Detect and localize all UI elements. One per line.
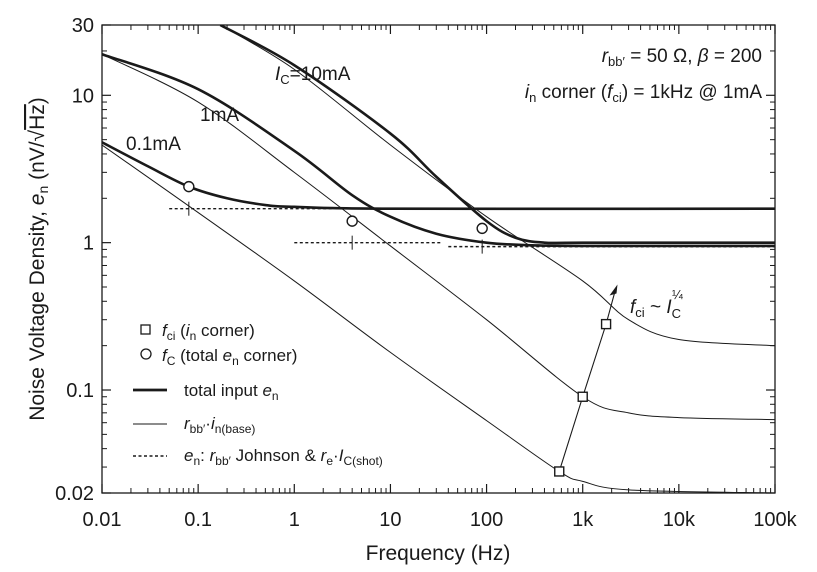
fci-scaling-label: fci ~ IC¼ bbox=[630, 287, 683, 321]
marker-group bbox=[183, 180, 618, 477]
param-line-1: rbb′ = 50 Ω, β = 200 bbox=[602, 46, 762, 69]
series-thick-line bbox=[102, 141, 775, 211]
curve-label-1mA: 1mA bbox=[200, 105, 239, 126]
x-tick-label: 0.1 bbox=[184, 509, 212, 531]
y-tick-label: 30 bbox=[72, 15, 94, 37]
fci-corner-marker bbox=[554, 466, 565, 477]
fc-corner-marker bbox=[183, 180, 195, 193]
legend-entry-fci: fci (in corner) bbox=[162, 321, 255, 343]
legend: fci (in corner) fC (total en corner) tot… bbox=[133, 321, 383, 468]
param-line-2: in corner (fci) = 1kHz @ 1mA bbox=[525, 82, 762, 105]
x-tick-label: 1 bbox=[289, 509, 300, 531]
x-tick-label: 10 bbox=[379, 509, 401, 531]
x-axis-label: Frequency (Hz) bbox=[366, 542, 511, 565]
y-tick-label: 10 bbox=[72, 85, 94, 107]
y-axis-label: Noise Voltage Density, en (nV/√Hz) bbox=[26, 97, 51, 421]
y-tick-label: 0.1 bbox=[66, 380, 94, 402]
series-thin-line bbox=[220, 25, 775, 347]
fci-connector-line bbox=[558, 289, 617, 472]
y-tick-label: 1 bbox=[83, 233, 94, 255]
curve-label-0.1mA: 0.1mA bbox=[126, 134, 181, 155]
x-tick-label: 10k bbox=[663, 509, 696, 531]
radical-hz: Hz bbox=[26, 104, 49, 130]
legend-entry-en-floor: en: rbb′ Johnson & re·IC(shot) bbox=[184, 446, 383, 468]
fci-corner-marker bbox=[577, 391, 588, 402]
x-tick-label: 1k bbox=[572, 509, 594, 531]
fc-corner-marker bbox=[346, 215, 358, 227]
series-thin-line bbox=[102, 53, 775, 421]
legend-entry-fc: fC (total en corner) bbox=[162, 346, 297, 368]
x-tick-label: 0.01 bbox=[83, 509, 122, 531]
legend-entry-total: total input en bbox=[184, 381, 279, 403]
legend-entry-rbb-in: rbb′·in(base) bbox=[184, 414, 255, 436]
legend-marker-circle bbox=[140, 348, 152, 360]
plot-frame bbox=[101, 24, 776, 494]
x-tick-label: 100k bbox=[753, 509, 797, 531]
series-thin-line bbox=[102, 144, 775, 493]
fci-corner-marker bbox=[600, 318, 612, 330]
y-tick-label: 0.02 bbox=[55, 483, 94, 505]
fci-arrowhead bbox=[609, 284, 618, 296]
fc-corner-marker bbox=[476, 222, 488, 235]
series-thick-line bbox=[219, 25, 775, 245]
tick-group: 0.01 0.1 1 10 100 1k 10k 100k 0.02 0.1 1 10 30 bbox=[55, 15, 798, 531]
x-tick-label: 100 bbox=[470, 509, 503, 531]
curve-label-10mA: IC=10mA bbox=[275, 64, 351, 87]
series-group bbox=[102, 25, 775, 493]
legend-marker-square bbox=[140, 324, 151, 335]
